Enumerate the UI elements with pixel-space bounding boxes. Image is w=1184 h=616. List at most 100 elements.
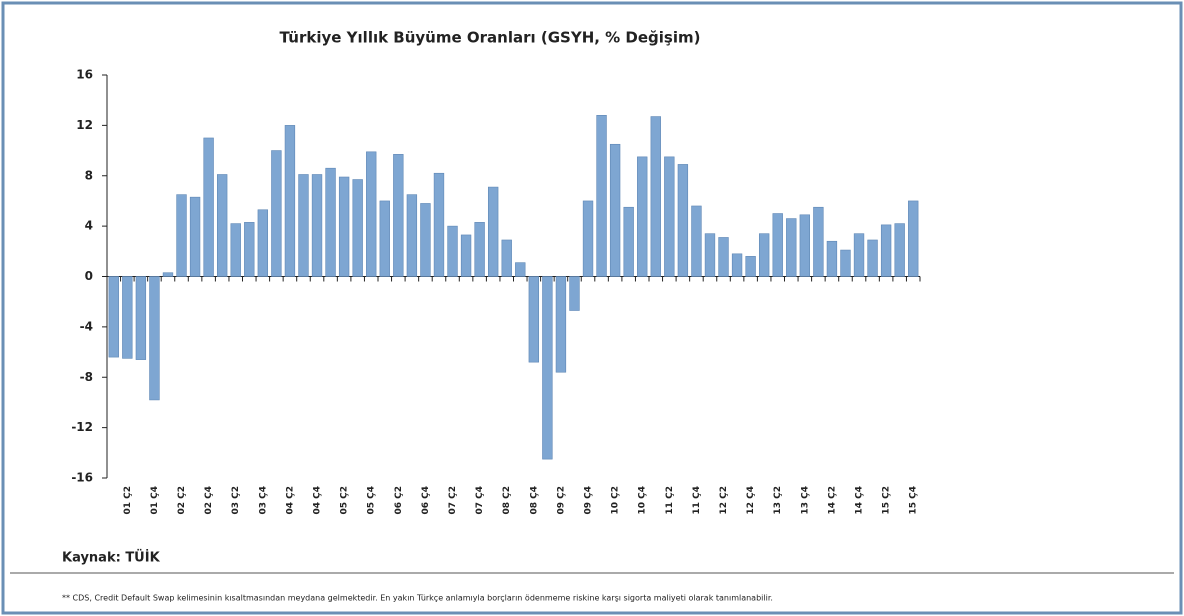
x-tick-label: 05 Ç4 (367, 486, 377, 515)
bar (786, 218, 797, 277)
bar (894, 223, 905, 277)
x-tick-label: 01 Ç2 (123, 486, 133, 515)
x-tick-label: 12 Ç4 (746, 486, 756, 515)
bar (487, 186, 499, 277)
bar (474, 222, 485, 277)
bar (664, 156, 675, 277)
bar (908, 200, 919, 277)
y-tick-label: 8 (85, 168, 93, 182)
x-tick-label: 13 Ç4 (800, 486, 810, 515)
x-tick-label: 08 Ç2 (502, 486, 512, 515)
bar (244, 222, 255, 277)
bar (230, 223, 241, 277)
bar (691, 205, 702, 277)
bar (528, 276, 540, 363)
x-tick-label: 13 Ç2 (773, 486, 783, 515)
x-tick-label: 04 Ç2 (285, 486, 295, 515)
bar (338, 176, 350, 277)
bar (772, 213, 783, 277)
bar (352, 179, 363, 277)
bar (569, 276, 580, 311)
y-tick-label: 0 (85, 269, 93, 283)
bar (880, 224, 892, 277)
x-tick-label: 14 Ç2 (827, 486, 837, 515)
source: Kaynak: TÜİK (62, 550, 161, 566)
x-tick-label: 09 Ç4 (584, 486, 594, 515)
y-tick-label: -8 (80, 370, 93, 384)
bar (216, 174, 228, 277)
bar (366, 151, 377, 277)
x-tick-label: 05 Ç2 (340, 486, 350, 515)
x-tick-label: 15 Ç4 (909, 486, 919, 515)
y-tick-label: -16 (71, 471, 93, 485)
bar (813, 206, 824, 277)
x-tick-label: 04 Ç4 (313, 486, 323, 515)
bar (609, 143, 621, 277)
bar (447, 225, 458, 277)
bar (826, 240, 838, 277)
x-tick-label: 03 Ç2 (231, 486, 241, 515)
bar (840, 249, 851, 277)
bar (460, 234, 472, 277)
bar (704, 233, 716, 277)
x-tick-label: 06 Ç4 (421, 486, 431, 515)
bar (853, 233, 865, 277)
bar (406, 194, 418, 277)
x-tick-label: 02 Ç4 (204, 486, 214, 515)
bar (420, 203, 431, 277)
bar (162, 272, 174, 277)
bar (758, 233, 770, 277)
bar (311, 174, 323, 277)
bar (799, 214, 811, 277)
x-tick-label: 02 Ç2 (177, 486, 187, 515)
bar (189, 196, 201, 277)
x-tick-label: 01 Ç4 (150, 486, 160, 515)
y-tick-label: 16 (76, 68, 93, 82)
x-tick-label: 14 Ç4 (855, 486, 865, 515)
bar (108, 276, 119, 358)
bar (582, 200, 594, 277)
x-tick-label: 09 Ç2 (556, 486, 566, 515)
bar (379, 200, 390, 277)
x-tick-label: 15 Ç2 (882, 486, 892, 515)
bar (135, 276, 147, 360)
bar (203, 137, 214, 277)
x-tick-label: 11 Ç4 (692, 486, 702, 515)
chart-title: Türkiye Yıllık Büyüme Oranları (GSYH, % … (280, 29, 701, 47)
x-tick-label: 06 Ç2 (394, 486, 404, 515)
bar (555, 276, 567, 373)
bar (393, 154, 404, 277)
x-tick-label: 03 Ç4 (258, 486, 268, 515)
x-tick-label: 12 Ç2 (719, 486, 729, 515)
bar (650, 116, 661, 277)
bar (677, 164, 689, 277)
bar (271, 150, 282, 277)
bar (718, 237, 729, 277)
bar (433, 172, 445, 277)
bar (867, 239, 878, 277)
bar (122, 276, 133, 359)
y-tick-label: 12 (76, 118, 93, 132)
bar (596, 115, 607, 277)
bar (637, 156, 648, 277)
x-tick-label: 10 Ç2 (611, 486, 621, 515)
bar (731, 253, 743, 277)
x-tick-label: 07 Ç4 (475, 486, 485, 515)
bar (623, 206, 634, 277)
bar (501, 239, 512, 277)
bar (284, 125, 296, 277)
bar (745, 256, 756, 277)
bar (298, 174, 309, 277)
x-tick-label: 10 Ç4 (638, 486, 648, 515)
y-tick-label: -12 (71, 420, 93, 434)
x-tick-label: 07 Ç2 (448, 486, 458, 515)
x-tick-label: 08 Ç4 (529, 486, 539, 515)
y-tick-label: -4 (80, 319, 93, 333)
y-tick-label: 4 (85, 219, 93, 233)
footnote: ** CDS, Credit Default Swap kelimesinin … (62, 594, 773, 603)
bar (257, 209, 269, 277)
bar (176, 194, 187, 277)
bar (325, 167, 336, 277)
